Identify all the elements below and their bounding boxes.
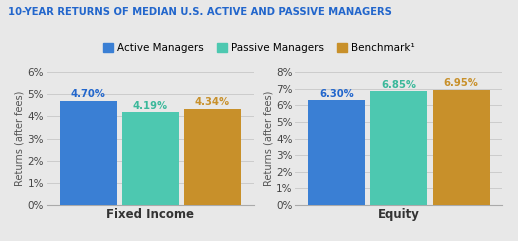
Bar (433, 90, 490, 205)
Bar (60, 101, 117, 205)
Text: 4.19%: 4.19% (133, 101, 168, 111)
Y-axis label: Returns (after fees): Returns (after fees) (15, 91, 24, 186)
Text: 6.85%: 6.85% (381, 80, 416, 90)
Bar (184, 109, 241, 205)
Legend: Active Managers, Passive Managers, Benchmark¹: Active Managers, Passive Managers, Bench… (99, 39, 419, 57)
Bar (308, 100, 365, 205)
Bar (370, 91, 427, 205)
Text: 4.70%: 4.70% (70, 89, 106, 100)
Text: 10-YEAR RETURNS OF MEDIAN U.S. ACTIVE AND PASSIVE MANAGERS: 10-YEAR RETURNS OF MEDIAN U.S. ACTIVE AN… (8, 7, 392, 17)
Text: 6.95%: 6.95% (443, 78, 479, 88)
Bar (122, 112, 179, 205)
Y-axis label: Returns (after fees): Returns (after fees) (263, 91, 273, 186)
Text: 4.34%: 4.34% (195, 97, 230, 107)
Text: 6.30%: 6.30% (319, 89, 354, 99)
